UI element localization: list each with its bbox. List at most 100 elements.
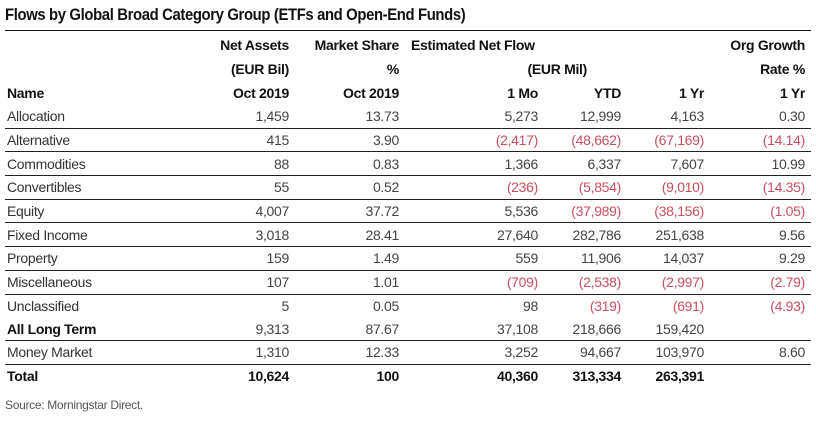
flow-1mo-cell: 27,640 <box>405 222 544 247</box>
net-assets-cell: 10,624 <box>175 363 295 388</box>
table-title: Flows by Global Broad Category Group (ET… <box>5 6 466 24</box>
net-assets-cell: 1,459 <box>255 108 289 125</box>
category-name: Miscellaneous <box>5 269 175 294</box>
flow-1mo-cell: 559 <box>405 246 544 271</box>
header-org-growth: Org Growth <box>730 37 806 53</box>
market-share-cell: 0.83 <box>295 151 405 176</box>
header-row-2: (EUR Bil) % (EUR Mil) Rate % <box>5 57 811 81</box>
header-net-assets-date: Oct 2019 <box>233 85 289 101</box>
header-market-share-date: Oct 2019 <box>343 85 399 101</box>
table-body: Allocation 1,459 13.73 5,273 12,999 4,163 0.30… <box>5 105 812 388</box>
header-net-assets-unit: (EUR Bil) <box>231 61 289 77</box>
category-name: Alternative <box>5 127 175 152</box>
flows-table: Net Assets Market Share Estimated Net Fl… <box>5 33 812 388</box>
table-row: Convertibles 55 0.52 (236) (5,854) (9,010) (14… <box>5 175 812 200</box>
org-growth-cell: 8.60 <box>710 339 812 365</box>
flow-1mo-cell: 5,536 <box>405 198 544 223</box>
header-cell <box>627 33 710 57</box>
flow-ytd-cell: 11,906 <box>544 246 628 271</box>
category-name: All Long Term <box>7 320 97 337</box>
market-share-cell: 1.01 <box>295 269 405 294</box>
flow-1yr-cell: (2,997) <box>627 269 711 294</box>
flow-1yr-cell: 159,420 <box>655 320 705 337</box>
org-growth-cell <box>710 363 812 388</box>
flow-1mo-cell: (236) <box>405 175 544 200</box>
header-cell <box>627 57 710 81</box>
table-row: Fixed Income 3,018 28.41 27,640 282,786 251,6… <box>5 222 812 247</box>
flow-1mo-cell: 5,273 <box>504 108 538 125</box>
net-assets-cell: 1,310 <box>175 339 295 365</box>
flow-1mo-cell: 37,108 <box>496 320 538 337</box>
market-share-cell: 0.05 <box>295 293 405 318</box>
table-row: Money Market 1,310 12.33 3,252 94,667 103,970… <box>5 339 812 365</box>
category-name: Equity <box>5 198 175 223</box>
flow-ytd-cell: (2,538) <box>544 269 628 294</box>
header-market-share: Market Share <box>314 37 400 53</box>
header-net-assets: Net Assets <box>220 37 289 53</box>
category-name: Total <box>5 363 175 388</box>
market-share-cell: 37.72 <box>295 198 405 223</box>
market-share-cell: 3.90 <box>295 127 405 152</box>
flow-ytd-cell: 218,666 <box>572 320 622 337</box>
flow-1mo-cell: (2,417) <box>405 127 544 152</box>
title-divider <box>5 30 811 31</box>
table-header: Net Assets Market Share Estimated Net Fl… <box>5 33 811 105</box>
net-assets-cell: 3,018 <box>175 222 295 247</box>
table-row: Total 10,624 100 40,360 313,334 263,391 <box>5 363 812 388</box>
org-growth-cell: (2.79) <box>710 269 812 294</box>
flow-ytd-cell: 282,786 <box>544 222 628 247</box>
org-growth-cell: (14.35) <box>710 175 812 200</box>
category-name: Money Market <box>5 339 175 365</box>
header-market-share-unit: % <box>386 61 399 77</box>
header-cell <box>5 57 175 81</box>
org-growth-cell: 9.56 <box>710 222 812 247</box>
market-share-cell: 13.73 <box>365 108 399 125</box>
org-growth-cell: (4.93) <box>710 293 812 318</box>
category-name: Allocation <box>7 108 65 125</box>
header-flow-1mo: 1 Mo <box>507 85 538 101</box>
header-org-growth-1yr: 1 Yr <box>780 85 806 101</box>
flow-1yr-cell: (9,010) <box>627 175 711 200</box>
header-flow-1yr: 1 Yr <box>679 85 705 101</box>
flow-1yr-cell: (38,156) <box>627 198 711 223</box>
flow-1mo-cell: 1,366 <box>405 151 544 176</box>
category-name: Convertibles <box>5 175 175 200</box>
header-row-1: Net Assets Market Share Estimated Net Fl… <box>5 33 811 57</box>
header-cell <box>5 33 175 57</box>
table-row: Miscellaneous 107 1.01 (709) (2,538) (2,997)(… <box>5 269 812 294</box>
flow-1yr-cell: 103,970 <box>627 339 711 365</box>
flow-ytd-cell: 313,334 <box>544 363 628 388</box>
flow-1mo-cell: 40,360 <box>405 363 544 388</box>
header-net-flow-unit: (EUR Mil) <box>527 61 588 77</box>
org-growth-cell: 9.29 <box>710 246 812 271</box>
source-note: Source: Morningstar Direct. <box>5 398 143 412</box>
table-row: Commodities 88 0.83 1,366 6,337 7,607 10.99 <box>5 151 812 176</box>
market-share-cell: 87.67 <box>365 320 399 337</box>
flow-1yr-cell: 4,163 <box>670 108 705 125</box>
market-share-cell: 0.52 <box>295 175 405 200</box>
net-assets-cell: 107 <box>175 269 295 294</box>
table-row: Equity 4,007 37.72 5,536 (37,989) (38,156) (1.… <box>5 198 812 223</box>
table-row: All Long Term 9,313 87.67 37,108 218,666 159,… <box>5 317 811 340</box>
flow-ytd-cell: 6,337 <box>544 151 628 176</box>
net-assets-cell: 88 <box>175 151 295 176</box>
header-flow-ytd: YTD <box>593 85 622 101</box>
flow-ytd-cell: (48,662) <box>544 127 628 152</box>
market-share-cell: 12.33 <box>295 339 405 365</box>
net-assets-cell: 55 <box>175 175 295 200</box>
net-assets-cell: 415 <box>175 127 295 152</box>
flow-1mo-cell: (709) <box>405 269 544 294</box>
flow-1mo-cell: 98 <box>405 293 544 318</box>
org-growth-cell: 10.99 <box>710 151 812 176</box>
category-name: Fixed Income <box>5 222 175 247</box>
table-row: Alternative 415 3.90 (2,417) (48,662) (67,169… <box>5 127 812 152</box>
flow-ytd-cell: (319) <box>544 293 628 318</box>
category-name: Commodities <box>5 151 175 176</box>
net-assets-cell: 159 <box>175 246 295 271</box>
table-row: Allocation 1,459 13.73 5,273 12,999 4,163 0.30 <box>5 105 811 128</box>
category-name: Unclassified <box>5 293 175 318</box>
net-assets-cell: 4,007 <box>175 198 295 223</box>
header-estimated-net-flow: Estimated Net Flow <box>411 37 535 53</box>
org-growth-cell: (14.14) <box>710 127 812 152</box>
category-name: Property <box>5 246 175 271</box>
